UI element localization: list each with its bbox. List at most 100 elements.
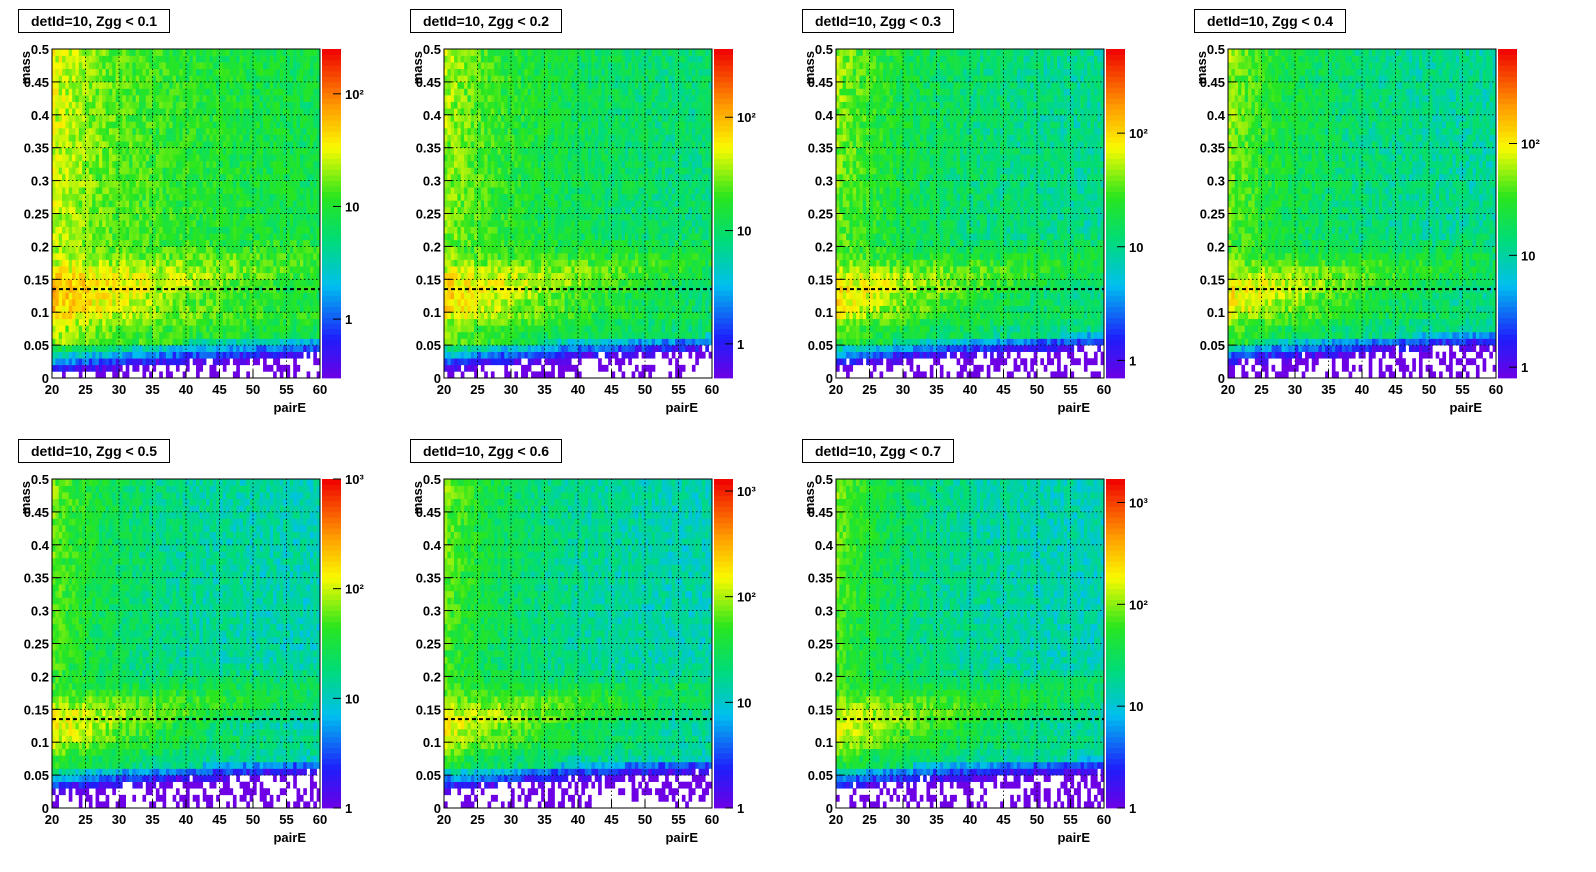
y-tick-label: 0.1 xyxy=(1207,305,1225,320)
x-tick-label: 55 xyxy=(671,382,685,397)
y-tick-label: 0.35 xyxy=(1200,141,1225,156)
heatmap-bins xyxy=(444,49,713,379)
y-tick-label: 0 xyxy=(434,801,441,816)
y-tick-label: 0.4 xyxy=(815,108,834,123)
chart-title: detId=10, Zgg < 0.7 xyxy=(802,439,955,463)
y-tick-label: 0.05 xyxy=(808,768,833,783)
y-tick-label: 0.45 xyxy=(808,505,833,520)
y-tick-label: 0.05 xyxy=(416,768,441,783)
y-tick-label: 0.3 xyxy=(423,604,441,619)
colorbar-tick-label: 10² xyxy=(1129,597,1148,612)
x-tick-label: 55 xyxy=(671,812,685,827)
x-tick-label: 45 xyxy=(212,382,226,397)
x-tick-label: 60 xyxy=(313,382,327,397)
x-tick-label: 35 xyxy=(537,812,551,827)
y-tick-label: 0.15 xyxy=(416,272,441,287)
y-tick-label: 0.25 xyxy=(24,637,49,652)
x-tick-label: 60 xyxy=(1489,382,1503,397)
x-tick-label: 45 xyxy=(996,812,1010,827)
y-tick-label: 0.4 xyxy=(31,538,50,553)
x-tick-label: 30 xyxy=(896,382,910,397)
y-tick-label: 0.15 xyxy=(808,272,833,287)
x-tick-label: 40 xyxy=(571,812,585,827)
x-tick-label: 40 xyxy=(179,382,193,397)
x-tick-label: 20 xyxy=(829,382,843,397)
x-tick-label: 30 xyxy=(112,382,126,397)
heatmap-bins xyxy=(52,49,321,379)
y-tick-label: 0.15 xyxy=(1200,272,1225,287)
heatmap-panel: 20 25 30 35 40 45 50 55 60 0 0.05 0.1 0.15 0.2 0.25 0.3… xyxy=(802,472,1148,845)
heatmap-bins xyxy=(52,479,321,809)
colorbar-tick-label: 10 xyxy=(1129,240,1143,255)
x-tick-label: 25 xyxy=(78,812,92,827)
y-tick-label: 0.4 xyxy=(31,108,50,123)
x-tick-label: 45 xyxy=(604,812,618,827)
heatmap-panel: 20 25 30 35 40 45 50 55 60 0 0.05 0.1 0.15 0.2 0.25 0.3… xyxy=(18,42,364,415)
y-tick-label: 0.35 xyxy=(416,571,441,586)
y-tick-label: 0.35 xyxy=(416,141,441,156)
x-tick-label: 20 xyxy=(829,812,843,827)
x-tick-label: 50 xyxy=(1030,382,1044,397)
x-tick-label: 55 xyxy=(1455,382,1469,397)
colorbar-tick-label: 1 xyxy=(737,337,744,352)
x-tick-label: 20 xyxy=(45,382,59,397)
y-tick-label: 0.4 xyxy=(423,108,442,123)
y-tick-label: 0.25 xyxy=(24,207,49,222)
colorbar-tick-label: 10³ xyxy=(345,472,364,487)
colorbar: 1 10 10² 10³ xyxy=(1106,479,1148,816)
x-tick-label: 25 xyxy=(470,382,484,397)
y-tick-label: 0.05 xyxy=(24,338,49,353)
heatmap-bins xyxy=(1228,49,1497,379)
y-tick-label: 0.3 xyxy=(31,174,49,189)
y-tick-label: 0.05 xyxy=(24,768,49,783)
x-tick-label: 35 xyxy=(929,382,943,397)
y-tick-label: 0.2 xyxy=(31,669,49,684)
y-tick-label: 0.25 xyxy=(808,637,833,652)
y-tick-label: 0.25 xyxy=(416,207,441,222)
x-tick-label: 20 xyxy=(437,812,451,827)
y-tick-label: 0.2 xyxy=(423,239,441,254)
y-tick-label: 0.45 xyxy=(1200,75,1225,90)
y-tick-label: 0.45 xyxy=(808,75,833,90)
y-tick-label: 0.5 xyxy=(423,42,441,57)
y-tick-label: 0 xyxy=(826,371,833,386)
y-tick-label: 0 xyxy=(434,371,441,386)
y-tick-label: 0.35 xyxy=(808,141,833,156)
x-tick-label: 40 xyxy=(179,812,193,827)
x-tick-label: 25 xyxy=(862,812,876,827)
x-tick-label: 35 xyxy=(537,382,551,397)
x-tick-label: 45 xyxy=(604,382,618,397)
colorbar-tick-label: 10² xyxy=(1129,126,1148,141)
colorbar-tick-label: 10² xyxy=(1521,137,1540,152)
y-tick-label: 0.2 xyxy=(815,239,833,254)
y-axis-label: mass xyxy=(18,481,33,514)
y-axis-label: mass xyxy=(802,51,817,84)
y-tick-label: 0 xyxy=(42,801,49,816)
x-tick-label: 60 xyxy=(313,812,327,827)
y-tick-label: 0.5 xyxy=(31,472,49,487)
y-tick-label: 0.4 xyxy=(423,538,442,553)
y-tick-label: 0.1 xyxy=(423,305,441,320)
x-tick-label: 55 xyxy=(279,382,293,397)
colorbar: 1 10 10² xyxy=(714,49,756,379)
colorbar-tick-label: 10² xyxy=(345,582,364,597)
y-tick-label: 0.25 xyxy=(1200,207,1225,222)
y-tick-label: 0.2 xyxy=(31,239,49,254)
x-tick-label: 45 xyxy=(212,812,226,827)
y-tick-label: 0.1 xyxy=(31,305,49,320)
x-tick-label: 30 xyxy=(112,812,126,827)
x-tick-label: 20 xyxy=(45,812,59,827)
y-tick-label: 0.25 xyxy=(416,637,441,652)
x-tick-label: 35 xyxy=(929,812,943,827)
y-tick-label: 0.45 xyxy=(416,75,441,90)
y-tick-label: 0.3 xyxy=(423,174,441,189)
y-axis-label: mass xyxy=(18,51,33,84)
x-axis-label: pairE xyxy=(665,830,698,845)
colorbar-tick-label: 1 xyxy=(1521,360,1528,375)
colorbar: 1 10 10² 10³ xyxy=(714,479,756,816)
x-tick-label: 40 xyxy=(963,812,977,827)
y-tick-label: 0 xyxy=(826,801,833,816)
x-tick-label: 20 xyxy=(1221,382,1235,397)
heatmap-bins xyxy=(444,479,713,809)
x-tick-label: 55 xyxy=(279,812,293,827)
